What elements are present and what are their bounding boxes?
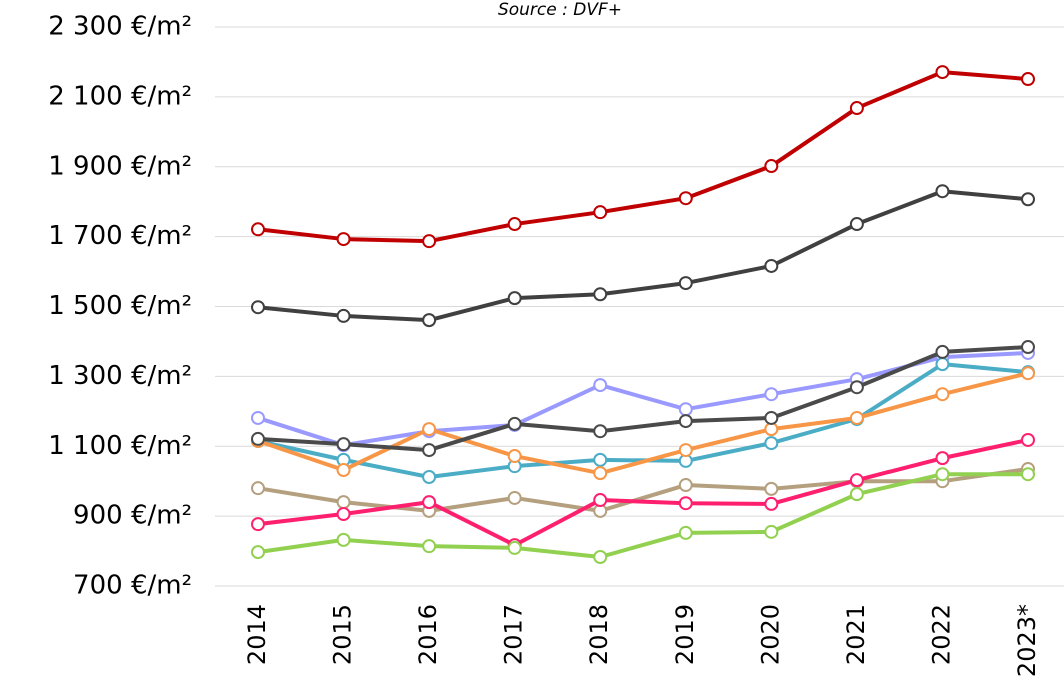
data-point	[593, 452, 608, 467]
data-point	[593, 424, 608, 439]
data-point	[507, 416, 522, 431]
series-line	[257, 350, 1029, 448]
data-point	[678, 276, 693, 291]
y-tick-label: 1 500 €/m²	[48, 291, 192, 321]
data-point	[764, 258, 779, 273]
data-point	[1021, 432, 1035, 447]
data-point	[251, 517, 265, 532]
data-point	[1021, 366, 1035, 381]
x-tick-label: 2023*	[1013, 604, 1041, 677]
data-point	[251, 545, 265, 560]
data-point	[507, 490, 522, 505]
series-line	[257, 438, 1029, 548]
data-point	[935, 451, 950, 466]
data-point	[678, 525, 693, 540]
data-point	[849, 410, 864, 425]
x-tick-label: 2020	[756, 604, 784, 665]
data-point	[593, 205, 608, 220]
data-point	[678, 402, 693, 417]
y-tick-label: 2 300 €/m²	[48, 12, 192, 42]
data-point	[593, 378, 608, 393]
data-point	[422, 539, 437, 554]
data-point	[678, 478, 693, 493]
data-point	[593, 493, 608, 508]
series-line	[257, 466, 1029, 513]
data-point	[935, 357, 950, 372]
data-point	[507, 217, 522, 232]
data-point	[678, 496, 693, 511]
series-line	[257, 345, 1029, 453]
data-point	[507, 291, 522, 306]
data-point	[336, 507, 351, 522]
data-point	[1021, 340, 1035, 355]
data-point	[251, 410, 265, 425]
x-tick-label: 2018	[585, 604, 613, 665]
data-point	[849, 487, 864, 502]
data-point	[1021, 467, 1035, 482]
data-point	[422, 495, 437, 510]
data-point	[935, 387, 950, 402]
data-point	[422, 234, 437, 249]
data-point	[251, 222, 265, 237]
x-tick-label: 2021	[842, 604, 870, 665]
y-tick-label: 1 300 €/m²	[48, 361, 192, 391]
series-line	[257, 70, 1029, 244]
data-point	[764, 524, 779, 539]
data-point	[849, 380, 864, 395]
data-point	[764, 436, 779, 451]
x-tick-label: 2017	[500, 604, 528, 665]
data-point	[678, 191, 693, 206]
x-tick-label: 2015	[329, 604, 357, 665]
data-point	[935, 344, 950, 359]
data-point	[678, 414, 693, 429]
data-point	[764, 496, 779, 511]
data-point	[849, 101, 864, 116]
data-point	[507, 449, 522, 464]
series-line	[257, 472, 1028, 560]
data-point	[593, 466, 608, 481]
data-point	[507, 540, 522, 555]
data-point	[678, 443, 693, 458]
data-point	[764, 410, 779, 425]
data-point	[251, 431, 265, 446]
data-point	[593, 550, 608, 565]
y-tick-label: 900 €/m²	[73, 501, 192, 531]
data-point	[422, 313, 437, 328]
data-point	[935, 467, 950, 482]
data-point	[251, 300, 265, 315]
data-point	[336, 232, 351, 247]
x-tick-label: 2014	[243, 604, 271, 665]
data-point	[422, 469, 437, 484]
data-point	[764, 159, 779, 174]
data-point	[1021, 72, 1035, 87]
x-tick-label: 2016	[414, 604, 442, 665]
y-tick-label: 1 900 €/m²	[48, 151, 192, 181]
data-point	[849, 473, 864, 488]
data-point	[764, 387, 779, 402]
data-point	[251, 481, 265, 496]
data-point	[593, 287, 608, 302]
data-point	[336, 463, 351, 478]
data-point	[935, 65, 950, 80]
data-point	[336, 532, 351, 547]
chart-subtitle: Source : DVF+	[498, 0, 622, 20]
data-point	[935, 184, 950, 199]
data-point	[422, 422, 437, 437]
x-tick-label: 2019	[671, 604, 699, 665]
series-line	[257, 371, 1029, 476]
series-line	[257, 189, 1029, 323]
data-point	[336, 495, 351, 510]
data-point	[764, 481, 779, 496]
data-point	[336, 308, 351, 323]
y-tick-label: 700 €/m²	[73, 571, 192, 601]
data-point	[849, 217, 864, 232]
data-point	[1021, 192, 1035, 207]
data-point	[422, 443, 437, 458]
x-tick-label: 2022	[927, 604, 955, 665]
y-tick-label: 1 700 €/m²	[48, 221, 192, 251]
y-tick-label: 2 100 €/m²	[48, 81, 192, 111]
data-point	[336, 437, 351, 452]
y-tick-label: 1 100 €/m²	[48, 431, 192, 461]
